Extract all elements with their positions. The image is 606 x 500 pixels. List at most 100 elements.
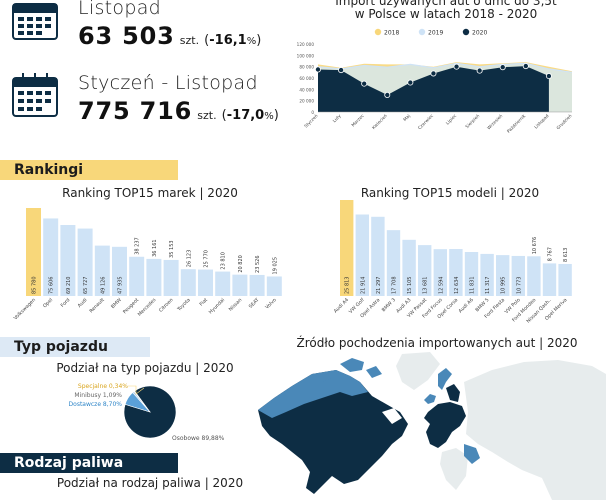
category-label: Audi	[77, 297, 89, 309]
bar	[232, 274, 248, 296]
x-tick-label: Czerwiec	[417, 113, 435, 131]
map-arctic-islands	[322, 358, 382, 386]
calendar-icon	[12, 3, 58, 40]
category-label: Opel	[42, 297, 54, 309]
kpi-value-line: 775 716 szt. (-17,0%)	[78, 97, 279, 125]
bar	[340, 200, 354, 296]
point-2020	[315, 66, 322, 73]
legend-label: 2019	[428, 30, 443, 37]
point-2020	[522, 63, 529, 70]
bar	[449, 249, 463, 296]
category-label: Mercedes	[137, 297, 158, 318]
y-tick-label: 0	[311, 110, 314, 115]
x-tick-label: Grudzień	[555, 112, 574, 131]
bar	[198, 269, 213, 296]
bar	[163, 259, 179, 296]
category-label: Hyundai	[208, 297, 226, 315]
modele-chart-title: Ranking TOP15 modeli | 2020	[360, 186, 540, 200]
category-label: Ford	[60, 297, 72, 309]
data-label: 23 526	[255, 255, 261, 273]
map-alaska-canada-north	[258, 370, 368, 418]
kpi-value: 775 716	[78, 97, 193, 125]
leader-line	[128, 385, 145, 395]
typ-chart-title: Podział na typ pojazdu | 2020	[56, 361, 234, 375]
bar	[511, 255, 525, 296]
bar	[418, 245, 432, 296]
map-middle-east	[464, 444, 480, 464]
bar	[129, 256, 145, 296]
data-label: 26 123	[186, 250, 192, 268]
category-label: Toyota	[176, 297, 192, 313]
kpi-change: -16,1	[209, 33, 247, 48]
series-line-2019	[317, 62, 573, 73]
pie-label: Specjalne 0,34%	[78, 383, 128, 390]
x-tick-label: Wrzesień	[485, 112, 504, 131]
x-tick-label: Maj	[402, 113, 412, 123]
map-asia	[464, 360, 606, 500]
category-label: SEAT	[248, 297, 261, 310]
pie-label: Dostawcze 8,70%	[69, 401, 123, 408]
source-world-map	[258, 352, 606, 500]
category-label: Volkswagen	[13, 297, 37, 321]
category-label: BMW	[110, 297, 123, 310]
data-label: 49 126	[100, 277, 106, 295]
x-tick-label: Kwiecień	[370, 112, 389, 131]
data-label: 21 297	[376, 277, 382, 295]
data-label: 12 634	[454, 277, 460, 295]
category-label: Volvo	[264, 297, 277, 310]
point-2020	[384, 92, 391, 99]
bar	[480, 253, 494, 296]
data-label: 38 237	[135, 237, 141, 255]
data-label: 25 770	[204, 250, 210, 267]
marki-bar-chart: 85 780 Volkswagen 75 606 Opel 69 210 Ford 65 7…	[13, 208, 282, 321]
point-2020	[361, 80, 368, 87]
section-typ-pojazdu: Typ pojazdu	[0, 337, 150, 357]
section-rankingi: Rankingi	[0, 160, 178, 180]
point-2020	[430, 70, 437, 77]
point-2020	[499, 64, 506, 71]
category-label: Renault	[89, 297, 106, 314]
point-2020	[407, 79, 414, 86]
data-label: 8 613	[563, 248, 569, 262]
legend-marker	[462, 28, 470, 36]
bar	[112, 246, 127, 296]
map-greenland	[396, 352, 440, 390]
x-tick-label: Lipiec	[445, 113, 459, 127]
y-tick-label: 40 000	[299, 87, 314, 92]
data-label: 65 727	[83, 277, 89, 295]
import-chart-title: Import używanych aut o dmc do 3,5t w Pol…	[296, 0, 596, 21]
bar	[60, 224, 76, 296]
map-europe	[424, 402, 466, 448]
kpi-unit: szt.	[179, 34, 200, 47]
y-tick-label: 60 000	[299, 76, 314, 81]
x-tick-label: Marzec	[350, 113, 366, 129]
data-label: 85 780	[32, 277, 38, 295]
import-title-line2: w Polsce w latach 2018 - 2020	[354, 7, 538, 21]
data-label: 47 935	[118, 277, 124, 295]
y-tick-label: 20 000	[299, 99, 314, 104]
bar	[77, 228, 93, 296]
data-label: 75 606	[49, 277, 55, 295]
calendar-icon	[12, 73, 58, 117]
typ-pie-chart: Osobowe 89,88% Dostawcze 8,70% Minibusy 1,…	[69, 383, 225, 442]
data-label: 21 914	[360, 277, 366, 295]
data-label: 17 708	[392, 277, 398, 295]
kpi-change: -17,0	[226, 108, 265, 123]
bar	[464, 251, 479, 296]
legend-marker	[418, 28, 426, 36]
bar	[542, 263, 557, 296]
section-rodzaj-paliwa: Rodzaj paliwa	[0, 453, 178, 473]
data-label: 12 594	[438, 277, 444, 295]
data-label: 20 820	[238, 255, 244, 273]
data-label: 8 767	[548, 247, 554, 261]
paliwo-chart-title: Podział na rodzaj paliwa | 2020	[56, 476, 244, 490]
map-scandinavia	[446, 384, 460, 402]
category-label: Citroen	[158, 297, 175, 314]
import-area-chart: 2018 2019 2020 120 000 100 000 80 000 60 000 40…	[297, 28, 574, 135]
pie-slice	[133, 390, 151, 413]
data-label: 35 153	[169, 240, 175, 258]
series-area-2020	[318, 66, 549, 112]
map-scandinavia-north	[438, 368, 452, 390]
point-2020	[476, 67, 483, 74]
